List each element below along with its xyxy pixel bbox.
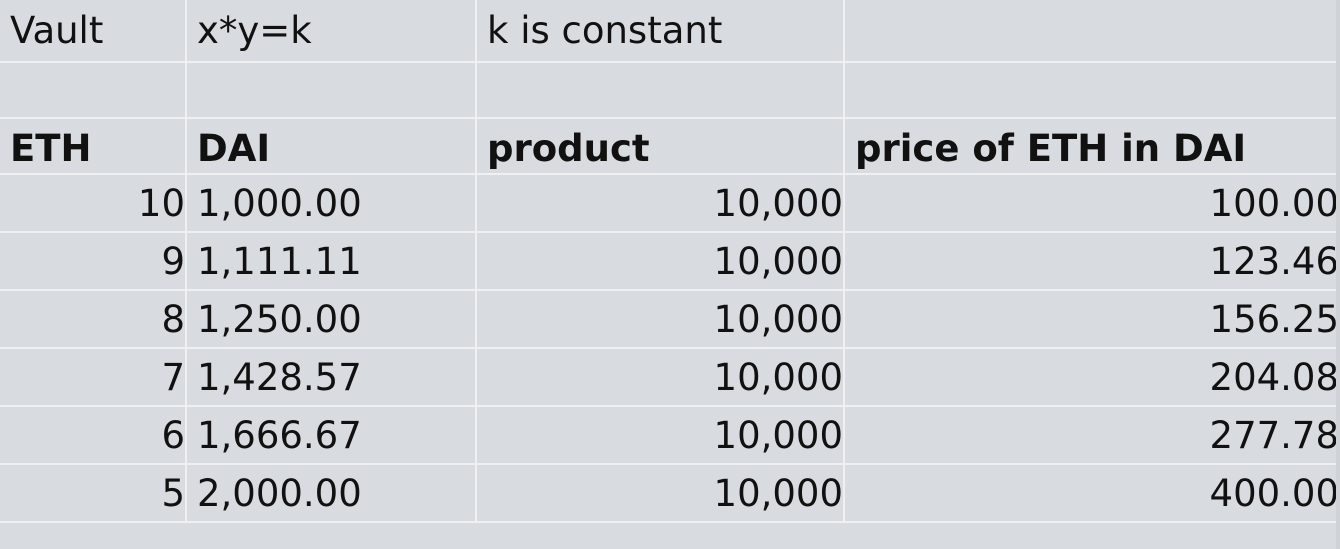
blank-row	[0, 62, 1340, 119]
cell-price[interactable]: 400.00	[844, 464, 1340, 523]
cell-dai[interactable]: 1,250.00	[186, 290, 477, 349]
cell-eth[interactable]: 8	[0, 290, 187, 349]
cell-price[interactable]: 123.46	[844, 232, 1340, 291]
table-row: 5 2,000.00 10,000 400.00	[0, 464, 1340, 523]
header-row: ETH DAI product price of ETH in DAI	[0, 118, 1340, 175]
cell-price[interactable]: 277.78	[844, 406, 1340, 465]
table-row: 9 1,111.11 10,000 123.46	[0, 232, 1340, 291]
header-dai[interactable]: DAI	[186, 118, 477, 175]
cell-empty[interactable]	[476, 62, 845, 119]
cell-price[interactable]: 100.00	[844, 174, 1340, 233]
cell-eth[interactable]: 6	[0, 406, 187, 465]
cell-eth[interactable]: 10	[0, 174, 187, 233]
table-row: 8 1,250.00 10,000 156.25	[0, 290, 1340, 349]
cell-formula[interactable]: x*y=k	[186, 0, 477, 63]
cell-eth[interactable]: 7	[0, 348, 187, 407]
cell-dai[interactable]: 1,000.00	[186, 174, 477, 233]
table-row: 6 1,666.67 10,000 277.78	[0, 406, 1340, 465]
cell-grid: Vault x*y=k k is constant ETH DAI produc…	[0, 0, 1340, 523]
cell-product[interactable]: 10,000	[476, 174, 845, 233]
cell-eth[interactable]: 9	[0, 232, 187, 291]
cell-dai[interactable]: 1,111.11	[186, 232, 477, 291]
header-product[interactable]: product	[476, 118, 845, 175]
table-row: 7 1,428.57 10,000 204.08	[0, 348, 1340, 407]
cell-product[interactable]: 10,000	[476, 406, 845, 465]
cell-dai[interactable]: 1,428.57	[186, 348, 477, 407]
cell-empty[interactable]	[844, 62, 1340, 119]
cell-product[interactable]: 10,000	[476, 232, 845, 291]
cell-eth[interactable]: 5	[0, 464, 187, 523]
header-eth[interactable]: ETH	[0, 118, 187, 175]
cell-price[interactable]: 204.08	[844, 348, 1340, 407]
cell-vault-label[interactable]: Vault	[0, 0, 187, 63]
cell-product[interactable]: 10,000	[476, 464, 845, 523]
header-price[interactable]: price of ETH in DAI	[844, 118, 1340, 175]
cell-empty[interactable]	[844, 0, 1340, 63]
cell-dai[interactable]: 2,000.00	[186, 464, 477, 523]
cell-empty[interactable]	[186, 62, 477, 119]
table-row: 10 1,000.00 10,000 100.00	[0, 174, 1340, 233]
cell-product[interactable]: 10,000	[476, 348, 845, 407]
cell-product[interactable]: 10,000	[476, 290, 845, 349]
cell-constant-note[interactable]: k is constant	[476, 0, 845, 63]
cell-price[interactable]: 156.25	[844, 290, 1340, 349]
cell-dai[interactable]: 1,666.67	[186, 406, 477, 465]
title-row: Vault x*y=k k is constant	[0, 0, 1340, 63]
cell-empty[interactable]	[0, 62, 187, 119]
